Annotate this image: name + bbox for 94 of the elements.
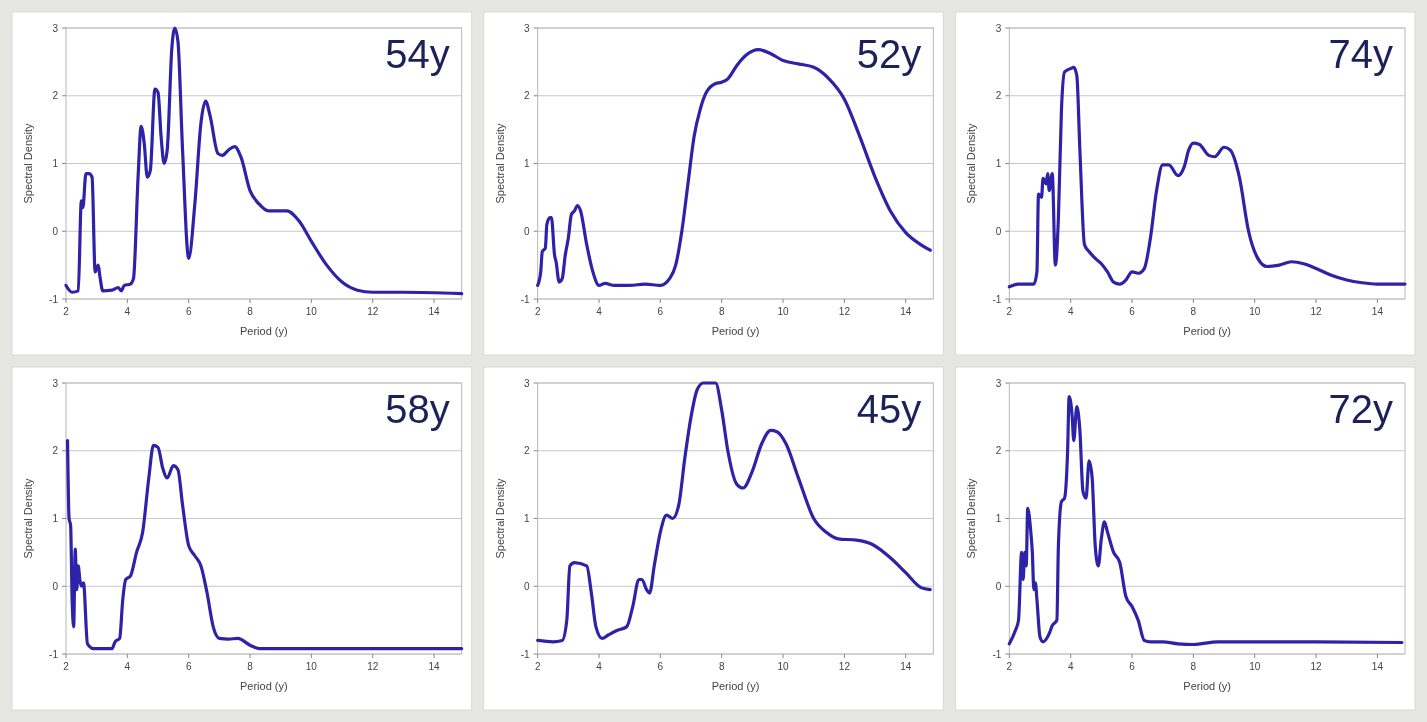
y-tick-label: 1 (995, 158, 1002, 169)
y-axis-title: Spectral Density (965, 477, 978, 559)
x-axis-title: Period (y) (711, 680, 760, 692)
x-tick-label: 12 (838, 306, 851, 317)
x-tick-label: 8 (718, 306, 725, 317)
chart-title: 45y (856, 387, 922, 431)
x-tick-label: 12 (367, 306, 379, 317)
y-tick-label: 2 (52, 90, 59, 102)
x-tick-label: 10 (777, 661, 790, 672)
y-tick-label: 3 (995, 22, 1002, 34)
y-axis-title: Spectral Density (493, 477, 506, 559)
x-tick-label: 8 (247, 661, 254, 672)
line-series (65, 438, 464, 651)
y-tick-label: 1 (524, 158, 531, 169)
x-tick-label: 6 (185, 306, 192, 317)
x-tick-label: 10 (1249, 661, 1261, 672)
x-tick-label: 2 (63, 661, 70, 672)
x-tick-label: 14 (428, 306, 441, 317)
y-axis-title: Spectral Density (965, 122, 978, 204)
y-tick-label: -1 (520, 648, 531, 660)
line-series (1007, 394, 1404, 647)
chart-title: 58y (385, 387, 450, 431)
x-tick-label: 6 (1129, 306, 1136, 317)
chart-title: 54y (385, 32, 450, 76)
x-tick-label: 14 (900, 661, 912, 672)
y-tick-label: 0 (995, 225, 1002, 237)
line-series (536, 381, 932, 644)
x-tick-label: 14 (428, 661, 441, 672)
x-tick-label: 2 (534, 661, 541, 672)
chart-title: 72y (1328, 387, 1393, 431)
y-tick-label: 0 (995, 580, 1002, 592)
y-tick-label: 3 (524, 377, 531, 389)
y-tick-label: 2 (524, 90, 531, 102)
x-axis-title: Period (y) (239, 325, 288, 337)
y-tick-label: 1 (52, 158, 59, 169)
x-axis-title: Period (y) (711, 325, 760, 337)
y-tick-label: -1 (49, 648, 59, 660)
x-tick-label: 8 (1190, 306, 1197, 317)
y-tick-label: -1 (992, 293, 1002, 305)
x-tick-label: 4 (596, 306, 603, 317)
x-tick-label: 12 (1310, 306, 1323, 317)
x-tick-label: 6 (657, 661, 664, 672)
y-tick-label: 3 (52, 377, 59, 389)
y-tick-label: 0 (52, 580, 59, 592)
y-tick-label: 2 (995, 445, 1002, 457)
y-tick-label: 2 (52, 445, 59, 457)
x-tick-label: 12 (367, 661, 379, 672)
x-tick-label: 2 (1006, 306, 1013, 317)
x-tick-label: 6 (1129, 661, 1136, 672)
x-tick-label: 8 (1190, 661, 1197, 672)
y-tick-label: 1 (52, 513, 59, 524)
x-tick-label: 10 (305, 306, 318, 317)
x-tick-label: 10 (305, 661, 318, 672)
y-axis-title: Spectral Density (22, 477, 34, 559)
x-tick-label: 8 (247, 306, 254, 317)
y-tick-label: 1 (995, 513, 1002, 524)
x-tick-label: 8 (718, 661, 725, 672)
y-tick-label: -1 (992, 648, 1002, 660)
y-tick-label: 1 (524, 513, 531, 524)
y-tick-label: 3 (524, 22, 531, 34)
x-tick-label: 2 (1006, 661, 1013, 672)
y-tick-label: -1 (49, 293, 59, 305)
y-tick-label: 3 (52, 22, 59, 34)
y-axis-title: Spectral Density (22, 122, 34, 204)
x-tick-label: 12 (838, 661, 851, 672)
x-tick-label: 2 (534, 306, 541, 317)
y-axis-title: Spectral Density (493, 122, 506, 204)
x-tick-label: 10 (1249, 306, 1261, 317)
line-series (64, 26, 464, 296)
x-axis-title: Period (y) (1183, 680, 1232, 692)
x-tick-label: 6 (657, 306, 664, 317)
x-tick-label: 4 (124, 306, 131, 317)
y-tick-label: 2 (524, 445, 531, 457)
x-tick-label: 4 (596, 661, 603, 672)
chart-title: 52y (856, 32, 922, 76)
y-tick-label: 3 (995, 377, 1002, 389)
x-tick-label: 4 (124, 661, 131, 672)
chart-title: 74y (1328, 32, 1393, 76)
x-tick-label: 4 (1067, 661, 1074, 672)
x-tick-label: 4 (1067, 306, 1074, 317)
y-tick-label: 0 (524, 580, 531, 592)
x-tick-label: 2 (63, 306, 70, 317)
x-tick-label: 6 (185, 661, 192, 672)
x-axis-title: Period (y) (1183, 325, 1232, 337)
x-tick-label: 14 (1371, 306, 1384, 317)
x-tick-label: 10 (777, 306, 790, 317)
y-tick-label: -1 (520, 293, 531, 305)
x-tick-label: 14 (1371, 661, 1384, 672)
x-tick-label: 12 (1310, 661, 1323, 672)
x-tick-label: 14 (900, 306, 912, 317)
x-axis-title: Period (y) (239, 680, 288, 692)
y-tick-label: 2 (995, 90, 1002, 102)
y-tick-label: 0 (524, 225, 531, 237)
y-tick-label: 0 (52, 225, 59, 237)
